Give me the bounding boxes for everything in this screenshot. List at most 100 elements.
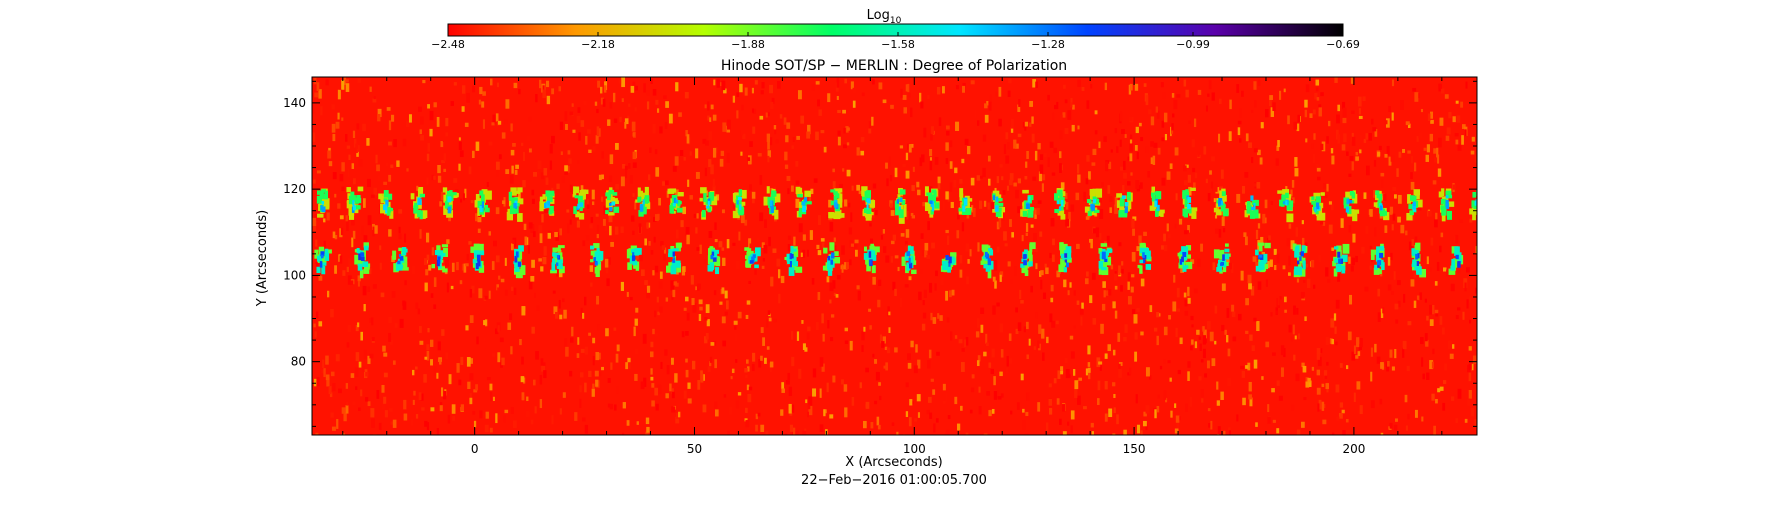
heatmap-cell [827, 93, 831, 103]
heatmap-cell [1060, 366, 1064, 374]
heatmap-cell [471, 285, 475, 294]
heatmap-cell [551, 88, 555, 95]
heatmap-cell [357, 263, 363, 271]
heatmap-cell [1402, 347, 1405, 358]
heatmap-cell [675, 199, 679, 204]
heatmap-cell [522, 151, 525, 161]
heatmap-cell [1060, 370, 1064, 375]
heatmap-cell [541, 365, 545, 372]
heatmap-cell [495, 170, 500, 177]
heatmap-cell [1184, 198, 1189, 208]
heatmap-cell [955, 121, 960, 131]
heatmap-cell [879, 395, 882, 401]
heatmap-cell [477, 200, 484, 208]
heatmap-cell [872, 246, 880, 253]
heatmap-cell [834, 193, 840, 199]
heatmap-cell [338, 388, 342, 394]
heatmap-cell [1064, 127, 1069, 134]
heatmap-cell [1270, 312, 1273, 317]
heatmap-cell [395, 262, 400, 272]
heatmap-cell [947, 415, 951, 420]
heatmap-cell [1160, 82, 1164, 88]
heatmap-cell [516, 202, 520, 207]
heatmap-cell [651, 400, 655, 407]
heatmap-cell [671, 391, 675, 399]
heatmap-cell [1093, 228, 1097, 234]
heatmap-cell [643, 83, 646, 93]
heatmap-cell [513, 287, 517, 296]
heatmap-cell [1079, 308, 1084, 315]
heatmap-cell [1472, 355, 1477, 364]
heatmap-cell [628, 248, 633, 257]
heatmap-cell [1269, 95, 1273, 100]
heatmap-cell [1189, 396, 1193, 407]
heatmap-cell [736, 260, 740, 270]
heatmap-cell [921, 249, 924, 256]
heatmap-cell [1232, 336, 1237, 342]
heatmap-cell [989, 249, 994, 256]
heatmap-cell [1140, 430, 1143, 435]
heatmap-cell [375, 154, 378, 164]
heatmap-cell [707, 366, 711, 372]
heatmap-cell [746, 300, 751, 305]
heatmap-cell [764, 357, 767, 364]
heatmap-cell [1413, 162, 1417, 172]
heatmap-cell [1208, 188, 1213, 193]
heatmap-cell [1379, 418, 1383, 427]
heatmap-cell [597, 250, 601, 259]
heatmap-cell [798, 223, 803, 233]
heatmap-cell [1131, 252, 1136, 262]
heatmap-cell [312, 217, 317, 227]
heatmap-cell [1410, 279, 1415, 287]
heatmap-cell [543, 370, 547, 379]
heatmap-cell [937, 176, 941, 184]
heatmap-cell [1452, 344, 1455, 349]
heatmap-cell [1469, 208, 1475, 215]
heatmap-cell [1412, 87, 1417, 92]
heatmap-cell [416, 185, 419, 191]
heatmap-cell [594, 370, 599, 377]
heatmap-cell [723, 394, 727, 398]
heatmap-cell [1220, 262, 1224, 266]
heatmap-cell [1216, 200, 1220, 204]
heatmap-cell [1397, 300, 1401, 308]
heatmap-cell [1240, 365, 1245, 370]
heatmap-cell [1077, 125, 1080, 130]
heatmap-cell [646, 288, 651, 299]
heatmap-cell [649, 147, 652, 153]
heatmap-cell [675, 416, 680, 424]
heatmap-cell [801, 201, 806, 206]
heatmap-cell [1315, 208, 1319, 215]
heatmap-cell [1434, 309, 1439, 314]
heatmap-cell [969, 249, 972, 257]
heatmap-cell [1033, 233, 1037, 241]
heatmap-cell [1261, 376, 1264, 380]
heatmap-cell [1438, 83, 1442, 89]
heatmap-cell [1293, 305, 1296, 315]
x-tick-label: 50 [687, 442, 702, 456]
heatmap-cell [321, 200, 325, 205]
heatmap-cell [759, 212, 764, 222]
heatmap-cell [470, 246, 476, 253]
heatmap-cell [674, 373, 678, 383]
heatmap-cell [877, 299, 881, 308]
heatmap-cell [923, 127, 927, 138]
heatmap-cell [900, 88, 903, 98]
heatmap-cell [452, 192, 457, 196]
heatmap-cell [769, 137, 773, 146]
heatmap-cell [545, 177, 549, 185]
heatmap-cell [807, 124, 811, 135]
heatmap-cell [337, 89, 341, 100]
heatmap-cell [650, 78, 653, 85]
heatmap-cell [885, 255, 890, 263]
heatmap-cell [1167, 360, 1171, 364]
heatmap-cell [922, 299, 925, 306]
heatmap-cell [739, 83, 743, 93]
heatmap-cell [697, 380, 701, 390]
heatmap-cell [1105, 161, 1109, 172]
heatmap-cell [903, 204, 907, 211]
heatmap-cell [1303, 279, 1306, 283]
heatmap-cell [1190, 207, 1198, 212]
heatmap-cell [515, 251, 519, 258]
heatmap-cell [312, 105, 315, 114]
